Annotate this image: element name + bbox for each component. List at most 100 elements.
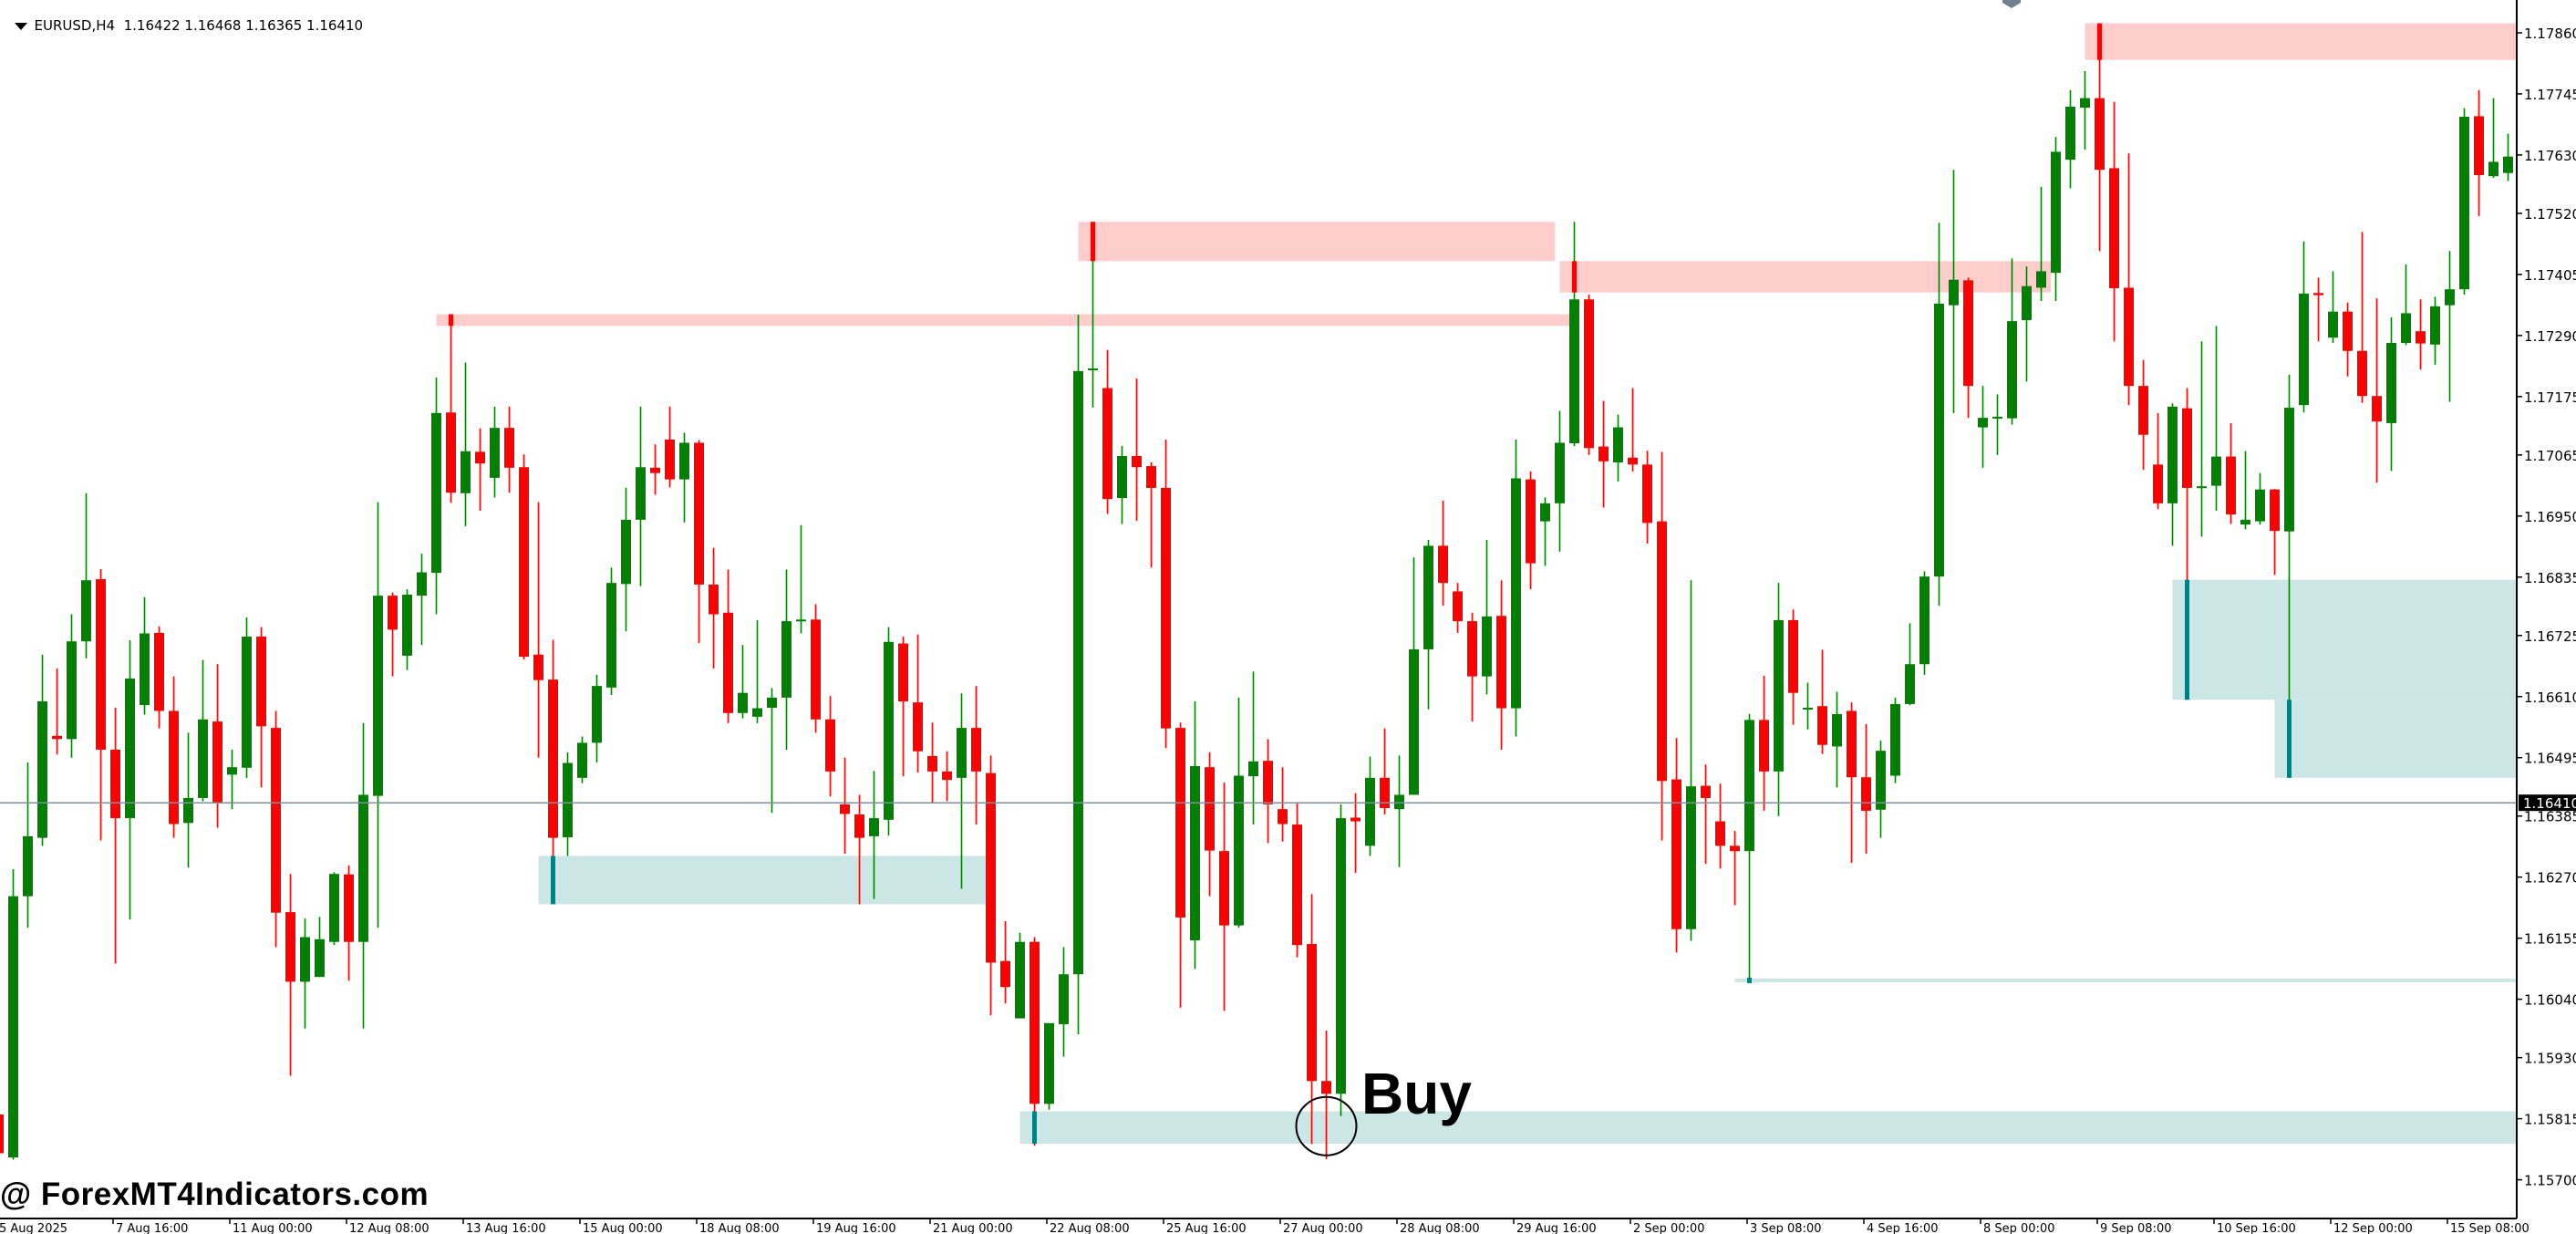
- candle: [2153, 412, 2163, 510]
- candle-body: [1715, 821, 1725, 846]
- candle: [1394, 755, 1404, 867]
- candle-body: [475, 451, 485, 464]
- candle-body: [986, 773, 996, 963]
- candle-body: [1175, 728, 1185, 918]
- candle-body: [1584, 299, 1594, 449]
- y-tick-label: 1.16495: [2524, 751, 2576, 767]
- candle: [869, 771, 879, 899]
- candle-body: [1350, 817, 1360, 822]
- x-tick-label: 12 Aug 08:00: [349, 1222, 429, 1234]
- demand-origin-marker: [2185, 579, 2189, 700]
- candle-body: [694, 442, 704, 585]
- y-tick-label: 1.16725: [2524, 628, 2576, 645]
- candle: [2488, 98, 2498, 178]
- candle: [37, 654, 47, 846]
- candle: [227, 749, 237, 810]
- candle-body: [2109, 168, 2119, 289]
- x-tick-label: 7 Aug 16:00: [116, 1222, 188, 1234]
- candle: [315, 917, 325, 978]
- candle: [1832, 691, 1842, 788]
- candle-body: [2284, 408, 2294, 532]
- candle: [402, 589, 412, 670]
- candle: [2240, 451, 2250, 530]
- candle-body: [212, 721, 222, 804]
- y-tick-label: 1.16610: [2524, 690, 2576, 706]
- candle: [665, 406, 675, 488]
- candle: [344, 865, 354, 981]
- candle-body: [227, 767, 237, 775]
- candle-body: [1686, 786, 1696, 929]
- candle: [2065, 89, 2075, 189]
- triangle-down-icon[interactable]: [14, 22, 27, 30]
- candle-body: [140, 633, 150, 706]
- candle: [1029, 937, 1040, 1146]
- candle-body: [1117, 456, 1127, 499]
- header-ohlc: 1.16422 1.16468 1.16365 1.16410: [123, 17, 364, 34]
- candle-body: [8, 896, 18, 1158]
- y-tick-label: 1.15700: [2524, 1173, 2576, 1189]
- candle-body: [1365, 777, 1375, 846]
- watermark: @ ForexMT4Indicators.com: [0, 1177, 429, 1212]
- y-tick-label: 1.16270: [2524, 870, 2576, 887]
- candle-body: [1073, 370, 1083, 975]
- current-price-label: 1.16410: [2523, 795, 2576, 812]
- candle-body: [1190, 766, 1200, 940]
- candle-body: [913, 702, 923, 752]
- candle: [2255, 472, 2265, 525]
- candle: [110, 707, 120, 964]
- candle-body: [110, 749, 120, 819]
- demand-origin-marker: [2287, 700, 2292, 778]
- candle: [300, 918, 310, 1029]
- candle-body: [840, 804, 850, 814]
- candle: [8, 868, 18, 1160]
- candle-body: [0, 1114, 4, 1154]
- candle-body: [2299, 293, 2309, 406]
- candle-body: [621, 519, 631, 585]
- candle-body: [1307, 944, 1317, 1082]
- candle-body: [2343, 311, 2353, 351]
- x-tick-label: 15 Aug 00:00: [583, 1222, 663, 1234]
- candle-body: [2328, 311, 2338, 338]
- candle-body: [460, 451, 471, 493]
- candle: [417, 554, 427, 646]
- candle: [256, 627, 266, 788]
- demand-origin-marker: [1747, 977, 1752, 983]
- candle: [2051, 137, 2061, 302]
- candle: [1759, 676, 1769, 811]
- candle: [1102, 349, 1112, 514]
- candle: [1263, 739, 1273, 844]
- candle-body: [285, 912, 295, 982]
- candle: [694, 440, 704, 643]
- x-tick-label: 12 Sep 00:00: [2333, 1222, 2413, 1234]
- demand-origin-marker: [551, 856, 555, 905]
- candle-body: [1555, 442, 1565, 503]
- chart-shift-marker-icon[interactable]: [2002, 0, 2021, 8]
- y-tick-label: 1.17065: [2524, 448, 2576, 464]
- candle-body: [67, 641, 77, 740]
- candle: [67, 614, 77, 758]
- candle-body: [1044, 1022, 1054, 1104]
- candle: [1584, 295, 1594, 455]
- candle: [621, 487, 631, 632]
- y-tick-label: 1.17860: [2524, 26, 2576, 42]
- candle: [606, 567, 616, 696]
- candle: [592, 674, 602, 762]
- candle-body: [679, 442, 689, 480]
- candle: [2124, 153, 2134, 406]
- candle: [1642, 451, 1652, 544]
- candle: [1175, 722, 1185, 1008]
- candle: [1788, 609, 1798, 725]
- candle-body: [81, 580, 91, 642]
- candle: [1613, 414, 1623, 482]
- y-tick-label: 1.16040: [2524, 992, 2576, 1009]
- candle-body: [446, 412, 456, 493]
- x-tick-label: 5 Aug 2025: [0, 1222, 67, 1234]
- price-axis: 1.17860 1.17745 1.17630 1.17520 1.17405 1.172…: [2516, 0, 2576, 1218]
- candle-body: [2357, 350, 2367, 397]
- buy-signal-label: Buy: [1361, 1061, 1472, 1126]
- candle: [1278, 767, 1288, 842]
- candle-body: [1467, 621, 1477, 677]
- candle: [679, 432, 689, 523]
- candle: [971, 686, 981, 825]
